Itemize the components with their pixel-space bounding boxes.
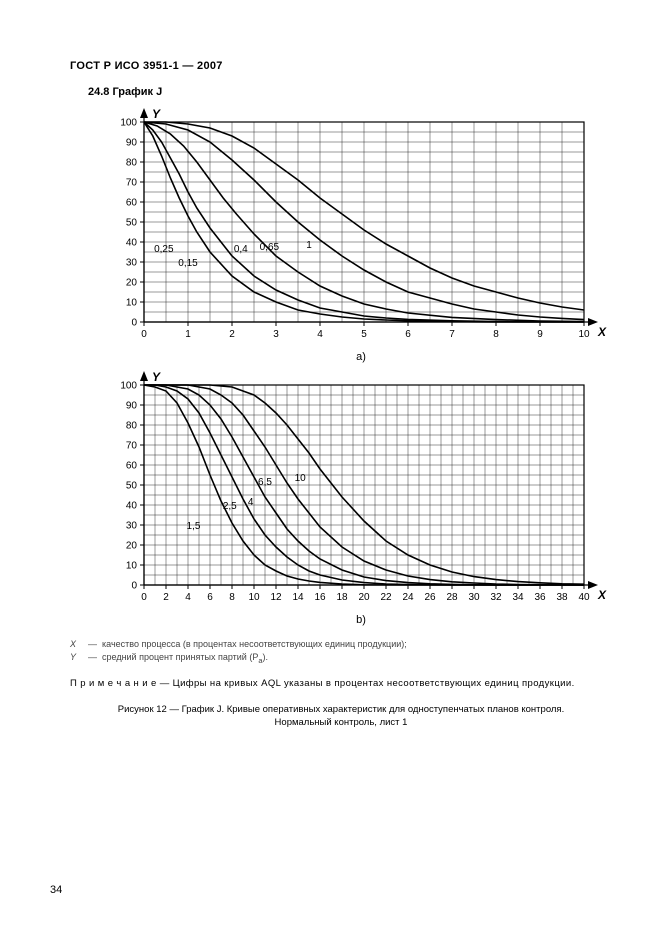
svg-text:14: 14 [292, 592, 304, 603]
svg-text:20: 20 [358, 592, 370, 603]
svg-text:4: 4 [185, 592, 191, 603]
svg-text:0: 0 [131, 318, 137, 329]
legend-x-sym: X [70, 638, 88, 651]
svg-text:34: 34 [512, 592, 524, 603]
svg-text:2: 2 [163, 592, 169, 603]
svg-text:30: 30 [126, 258, 138, 269]
chart-a-sublabel: a) [110, 351, 612, 363]
svg-text:18: 18 [336, 592, 348, 603]
svg-text:3: 3 [273, 329, 279, 340]
chart-b-sublabel: b) [110, 614, 612, 626]
chart-a: 0123456789100102030405060708090100YX0,15… [110, 108, 612, 349]
svg-text:60: 60 [126, 198, 138, 209]
svg-text:0,4: 0,4 [234, 244, 248, 255]
svg-text:9: 9 [537, 329, 543, 340]
svg-text:40: 40 [126, 501, 138, 512]
svg-text:8: 8 [229, 592, 235, 603]
svg-text:70: 70 [126, 178, 138, 189]
svg-text:38: 38 [556, 592, 568, 603]
svg-text:4: 4 [317, 329, 323, 340]
svg-text:5: 5 [361, 329, 367, 340]
svg-text:0: 0 [131, 581, 137, 592]
svg-text:50: 50 [126, 481, 138, 492]
svg-text:36: 36 [534, 592, 546, 603]
svg-text:Y: Y [152, 371, 161, 384]
svg-text:6: 6 [207, 592, 213, 603]
svg-text:0: 0 [141, 592, 147, 603]
svg-text:7: 7 [449, 329, 455, 340]
svg-text:1: 1 [185, 329, 191, 340]
svg-text:20: 20 [126, 541, 138, 552]
doc-header: ГОСТ Р ИСО 3951-1 — 2007 [70, 60, 612, 72]
svg-text:X: X [597, 325, 607, 339]
page-number: 34 [50, 884, 62, 896]
svg-text:100: 100 [120, 381, 137, 392]
svg-text:28: 28 [446, 592, 458, 603]
figure-caption: Рисунок 12 — График J. Кривые оперативны… [70, 703, 612, 730]
svg-text:20: 20 [126, 278, 138, 289]
svg-text:16: 16 [314, 592, 326, 603]
svg-text:X: X [597, 588, 607, 602]
svg-text:10: 10 [248, 592, 260, 603]
svg-text:0,25: 0,25 [154, 244, 174, 255]
svg-text:0,65: 0,65 [260, 242, 280, 253]
svg-text:10: 10 [126, 298, 138, 309]
legend-y-text: средний процент принятых партий (Pa). [102, 651, 268, 666]
svg-text:Y: Y [152, 108, 161, 121]
svg-text:40: 40 [126, 238, 138, 249]
svg-text:10: 10 [295, 473, 307, 484]
svg-text:24: 24 [402, 592, 414, 603]
legend-y-sym: Y [70, 651, 88, 666]
svg-text:10: 10 [578, 329, 590, 340]
svg-text:100: 100 [120, 118, 137, 129]
svg-text:90: 90 [126, 138, 138, 149]
svg-text:30: 30 [468, 592, 480, 603]
svg-text:6: 6 [405, 329, 411, 340]
note: П р и м е ч а н и е — Цифры на кривых AQ… [70, 678, 612, 689]
svg-text:80: 80 [126, 158, 138, 169]
svg-text:26: 26 [424, 592, 436, 603]
svg-text:80: 80 [126, 421, 138, 432]
svg-text:1,5: 1,5 [187, 521, 201, 532]
axis-legend: X — качество процесса (в процентах несоо… [70, 638, 612, 666]
svg-text:0,15: 0,15 [178, 258, 198, 269]
svg-text:60: 60 [126, 461, 138, 472]
svg-text:90: 90 [126, 401, 138, 412]
chart-b: 0246810121416182022242628303234363840010… [110, 371, 612, 612]
svg-text:22: 22 [380, 592, 392, 603]
legend-x-text: качество процесса (в процентах несоответ… [102, 638, 407, 651]
svg-text:4: 4 [248, 497, 254, 508]
svg-text:30: 30 [126, 521, 138, 532]
svg-text:40: 40 [578, 592, 590, 603]
svg-text:2: 2 [229, 329, 235, 340]
svg-text:8: 8 [493, 329, 499, 340]
svg-text:12: 12 [270, 592, 282, 603]
svg-text:32: 32 [490, 592, 502, 603]
svg-text:2,5: 2,5 [223, 501, 237, 512]
svg-text:70: 70 [126, 441, 138, 452]
svg-text:1: 1 [306, 240, 312, 251]
svg-text:50: 50 [126, 218, 138, 229]
svg-text:10: 10 [126, 561, 138, 572]
svg-text:6,5: 6,5 [258, 477, 272, 488]
section-title: 24.8 График J [88, 86, 612, 98]
svg-text:0: 0 [141, 329, 147, 340]
